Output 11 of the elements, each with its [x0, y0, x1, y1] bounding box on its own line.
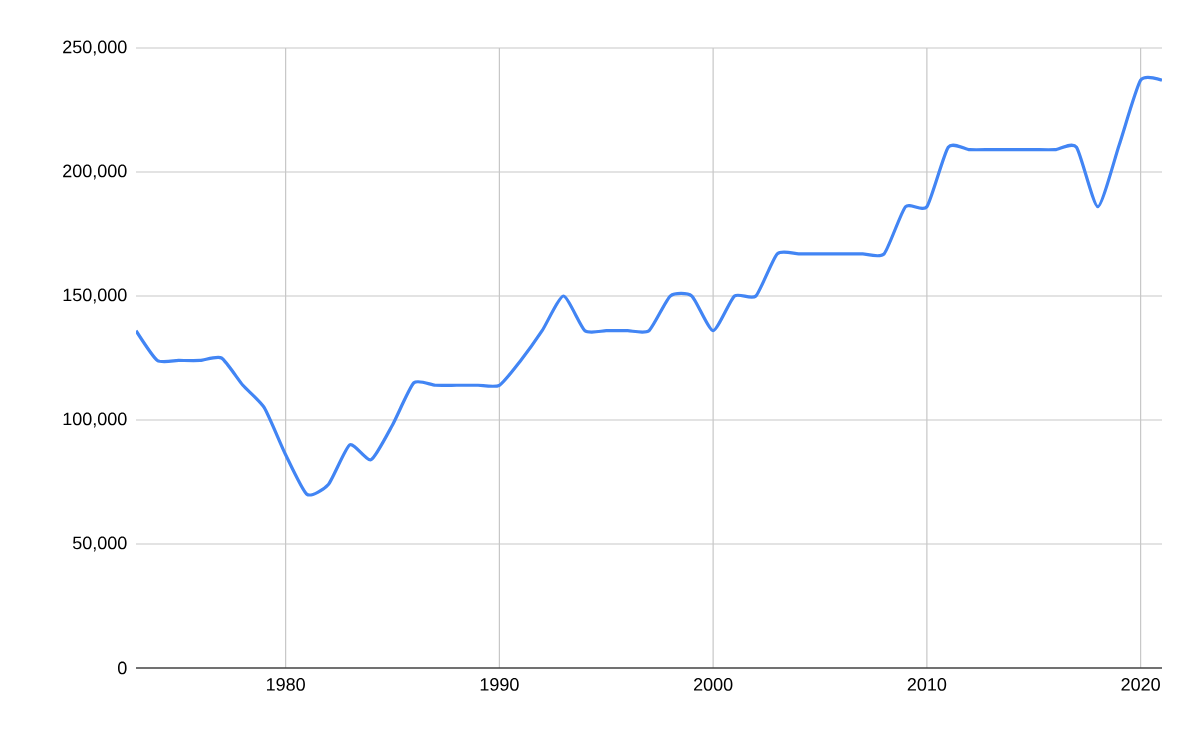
- y-tick-label: 100,000: [63, 412, 127, 428]
- y-tick-label: 150,000: [63, 288, 127, 304]
- x-tick-label: 1980: [266, 678, 305, 691]
- x-tick-label: 2010: [907, 678, 947, 691]
- y-tick-label: 50,000: [72, 536, 127, 552]
- y-tick-label: 0: [118, 661, 127, 675]
- x-tick-label: 1990: [480, 678, 519, 691]
- y-tick-label: 200,000: [63, 164, 127, 180]
- y-tick-label: 250,000: [63, 40, 127, 56]
- x-tick-label: 2000: [694, 678, 733, 691]
- x-tick-label: 2020: [1121, 678, 1160, 691]
